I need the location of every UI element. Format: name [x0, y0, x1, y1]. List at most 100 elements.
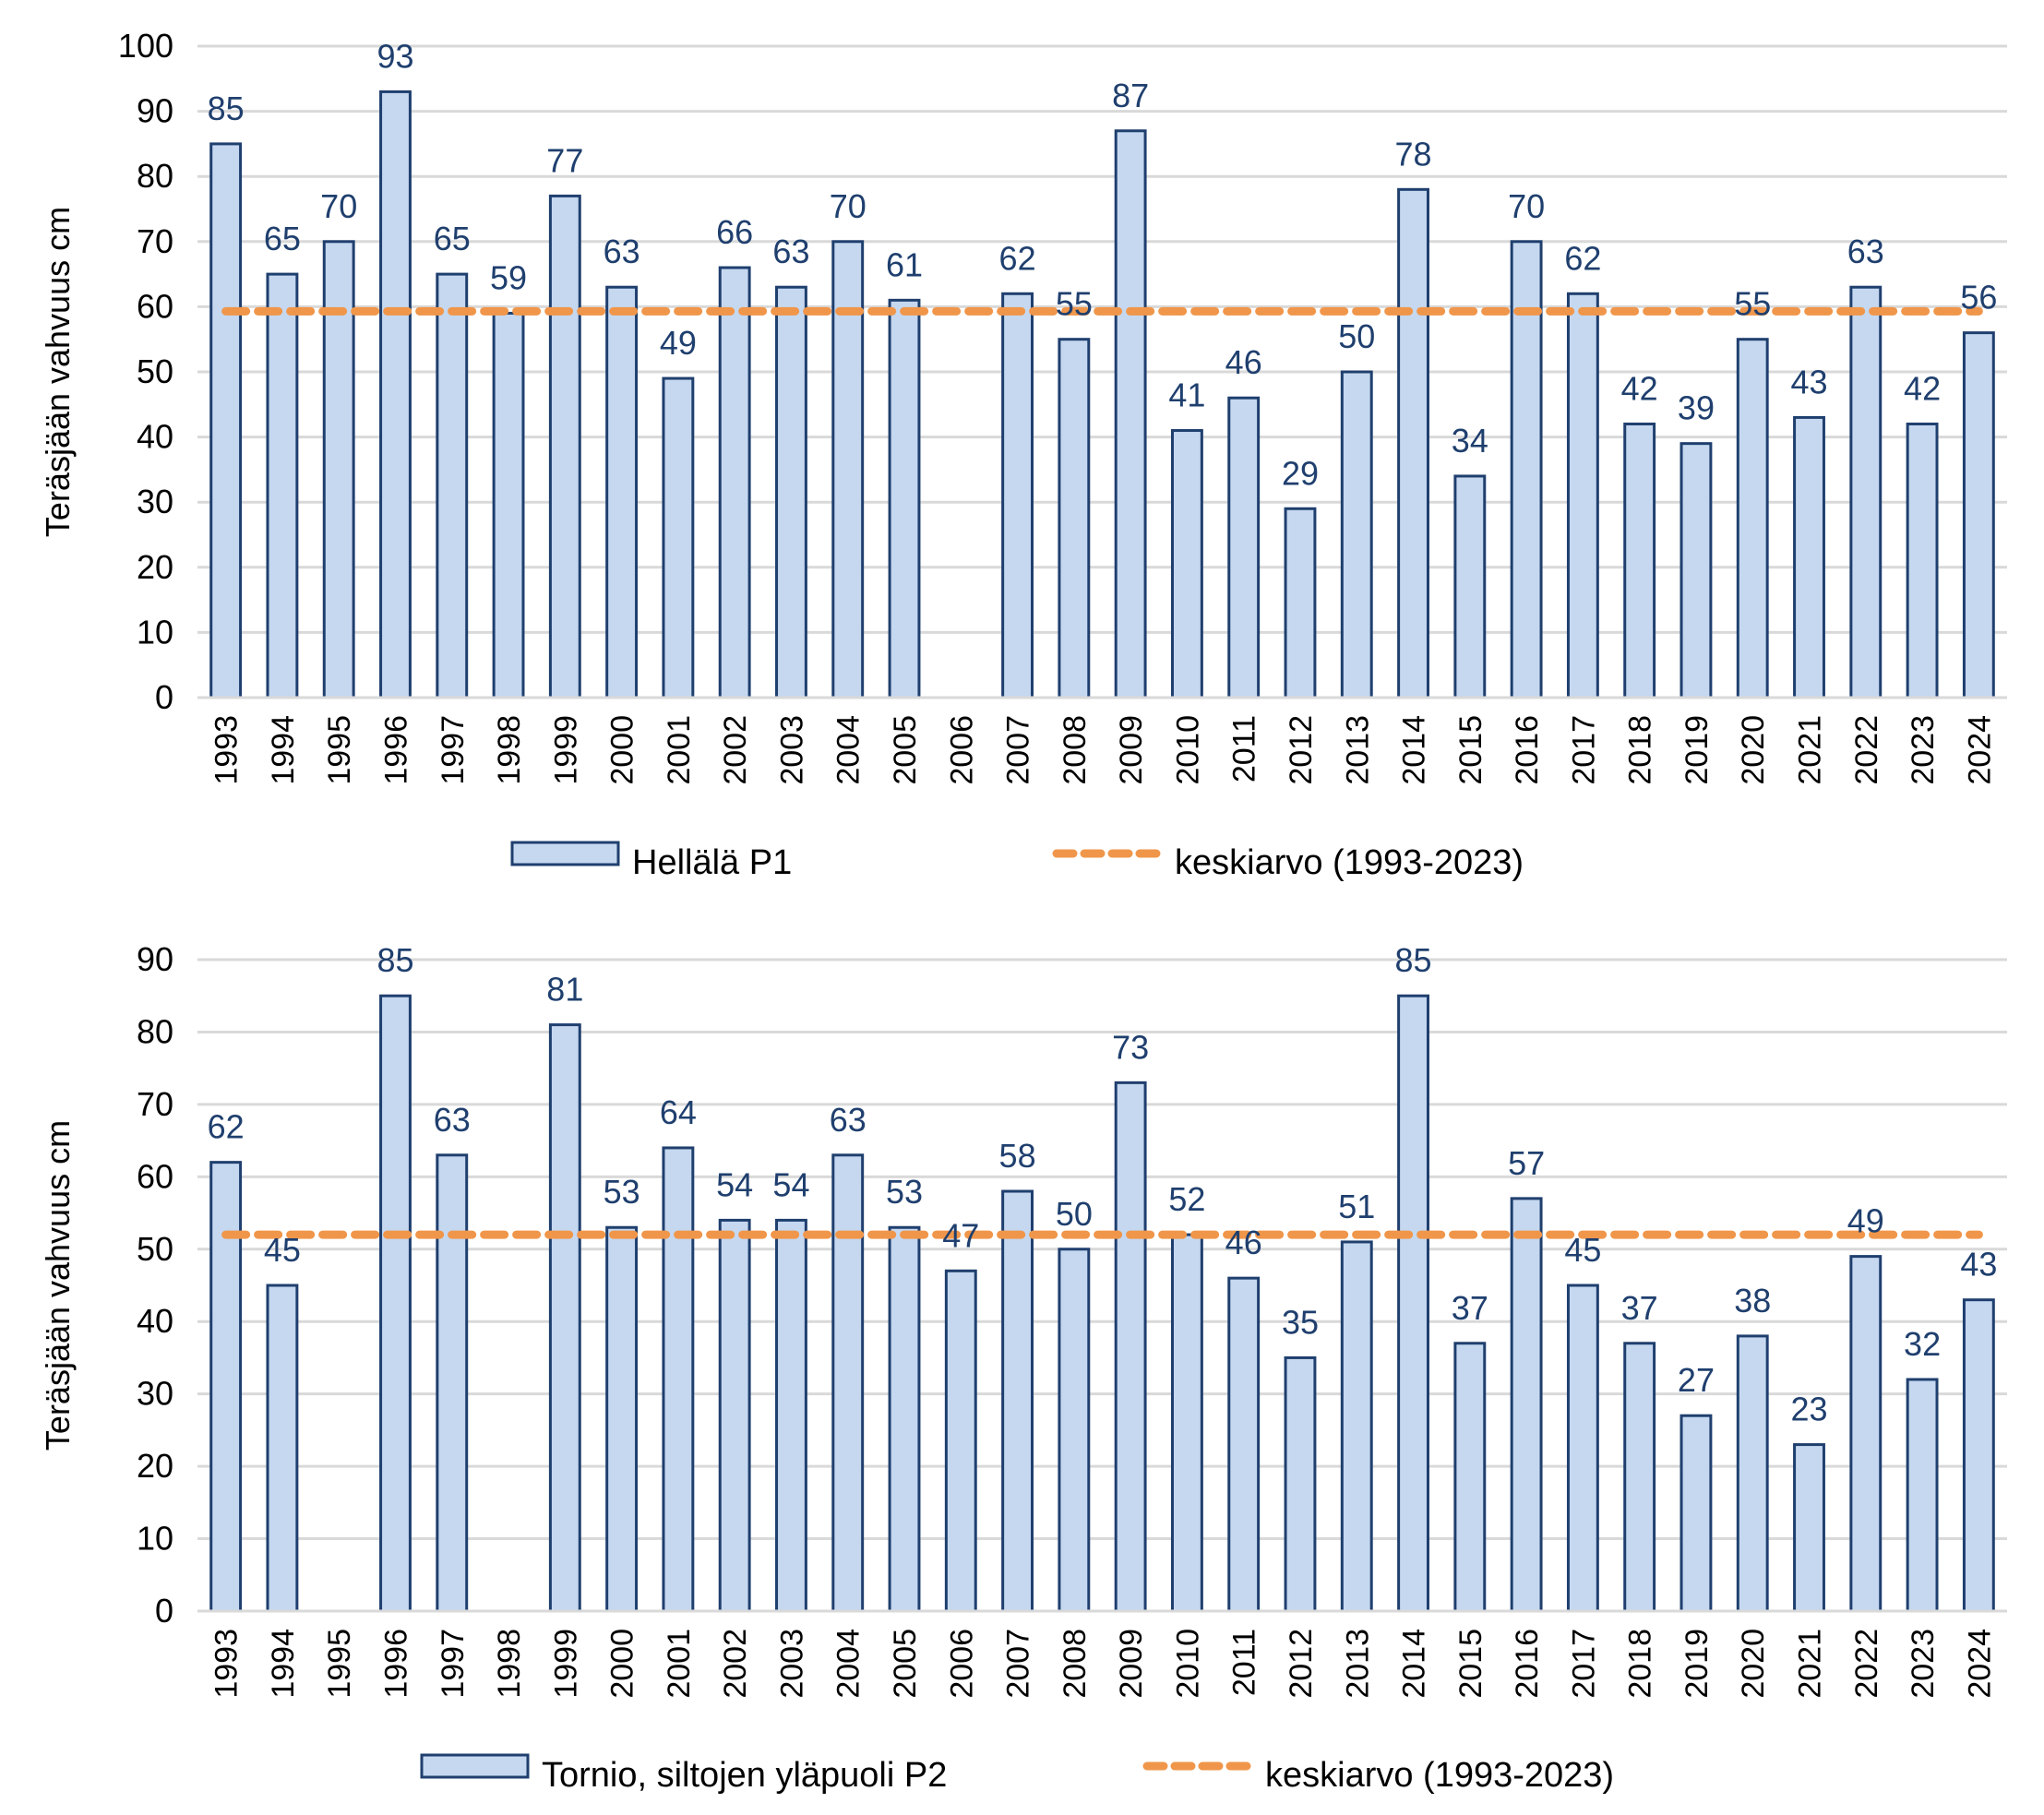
x-tick-label: 1996 — [378, 1629, 413, 1699]
bar — [209, 142, 243, 699]
data-label: 85 — [1395, 941, 1432, 979]
bar — [1227, 1276, 1261, 1613]
x-tick-label: 2008 — [1058, 1629, 1093, 1699]
bar — [1397, 187, 1429, 699]
y-tick-label: 80 — [137, 157, 173, 195]
y-tick-label: 0 — [155, 678, 173, 716]
data-label: 49 — [1847, 1202, 1884, 1240]
x-tick-label: 2012 — [1284, 1629, 1319, 1699]
data-label: 53 — [886, 1173, 923, 1211]
x-tick-label: 2016 — [1510, 1629, 1545, 1699]
x-tick-label: 1998 — [492, 1629, 527, 1699]
bar — [1114, 1081, 1147, 1613]
data-label: 62 — [208, 1108, 245, 1146]
x-tick-label: 2003 — [774, 1629, 809, 1699]
data-label: 34 — [1452, 422, 1488, 460]
x-tick-label: 2022 — [1849, 715, 1884, 785]
x-tick-label: 2011 — [1227, 715, 1262, 782]
x-tick-label: 1995 — [322, 1629, 357, 1699]
x-tick-label: 1998 — [492, 715, 527, 785]
y-tick-label: 100 — [118, 27, 173, 65]
x-tick-label: 2013 — [1340, 715, 1375, 785]
x-tick-label: 2023 — [1906, 715, 1941, 785]
x-tick-label: 2006 — [944, 1629, 979, 1699]
x-tick-label: 2007 — [1001, 715, 1036, 785]
x-tick-label: 2005 — [888, 715, 923, 785]
x-tick-label: 2018 — [1623, 1629, 1658, 1699]
x-tick-label: 2018 — [1623, 715, 1658, 785]
x-tick-label: 2021 — [1793, 1629, 1828, 1699]
data-label: 77 — [546, 141, 583, 179]
data-label: 38 — [1734, 1282, 1771, 1319]
x-tick-label: 2014 — [1397, 715, 1432, 785]
data-label: 62 — [999, 239, 1036, 277]
data-label: 70 — [1508, 187, 1545, 225]
x-tick-label: 2010 — [1170, 715, 1205, 785]
x-tick-label: 2003 — [774, 715, 809, 785]
chart-hellala-p1: 0 10 20 30 40 50 60 70 80 90 100 Teräsjään vahvuus … — [39, 27, 2007, 882]
bar — [1849, 285, 1883, 699]
data-label: 46 — [1225, 1224, 1262, 1261]
bar — [605, 285, 639, 699]
bar — [831, 240, 865, 699]
data-label: 53 — [604, 1173, 640, 1211]
x-tick-label: 2005 — [888, 1629, 923, 1699]
x-tick-label: 2004 — [831, 1629, 867, 1699]
x-tick-label: 1993 — [209, 715, 245, 785]
bar — [379, 90, 412, 699]
y-tick-label: 30 — [137, 1375, 173, 1413]
data-label: 61 — [886, 245, 923, 283]
x-tick-label: 1997 — [436, 715, 471, 785]
bar — [1906, 1378, 1939, 1613]
x-tick-label: 1996 — [378, 715, 413, 785]
x-tick-label: 2008 — [1058, 715, 1093, 785]
data-label: 46 — [1225, 343, 1262, 381]
bar — [266, 1284, 299, 1613]
y-tick-label: 60 — [137, 287, 173, 325]
bar — [1001, 1189, 1034, 1613]
legend-line-label: keskiarvo (1993-2023) — [1265, 1756, 1614, 1795]
y-tick-label: 60 — [137, 1157, 173, 1195]
x-tick-label: 2015 — [1453, 1629, 1488, 1699]
data-label: 63 — [1847, 233, 1884, 270]
bar — [831, 1153, 865, 1613]
bar — [1962, 1298, 1995, 1613]
x-tick-label: 1994 — [266, 715, 301, 785]
x-tick-label: 2017 — [1566, 1629, 1601, 1699]
y-tick-label: 20 — [137, 548, 173, 586]
x-tick-label: 2001 — [662, 715, 697, 785]
y-tick-label: 20 — [137, 1447, 173, 1485]
data-label: 23 — [1790, 1391, 1827, 1428]
data-label: 42 — [1904, 369, 1941, 407]
y-tick-label: 90 — [137, 92, 173, 130]
bar — [1397, 994, 1429, 1613]
bar — [718, 266, 751, 699]
bar — [718, 1218, 751, 1613]
legend-bar-label: Tornio, siltojen yläpuoli P2 — [542, 1756, 947, 1795]
legend: Tornio, siltojen yläpuoli P2 keskiarvo (1… — [420, 1753, 1614, 1795]
x-tick-label: 2010 — [1170, 1629, 1205, 1699]
bar — [548, 1023, 581, 1613]
bar — [379, 994, 412, 1613]
data-label: 73 — [1112, 1028, 1149, 1066]
bar — [775, 285, 807, 699]
bar — [1170, 1233, 1203, 1613]
bar — [1679, 1414, 1713, 1613]
data-label: 41 — [1168, 376, 1205, 414]
chart-tornio-p2: 0 10 20 30 40 50 60 70 80 90 Teräsjään vahvuus cm 6… — [39, 940, 2007, 1795]
y-axis-title: Teräsjään vahvuus cm — [39, 1120, 77, 1451]
legend-line-label: keskiarvo (1993-2023) — [1175, 843, 1524, 882]
x-tick-label: 1995 — [322, 715, 357, 785]
data-label: 93 — [377, 37, 413, 75]
data-label: 70 — [830, 187, 867, 225]
data-label: 66 — [716, 213, 753, 251]
y-tick-label: 70 — [137, 1085, 173, 1123]
data-label: 54 — [772, 1165, 809, 1203]
legend-bar-swatch — [420, 1753, 530, 1779]
x-tick-label: 2004 — [831, 715, 867, 785]
bar — [944, 1269, 977, 1613]
data-label: 59 — [490, 258, 527, 296]
x-tick-label: 2002 — [718, 715, 753, 785]
x-tick-label: 1994 — [266, 1629, 301, 1699]
bar — [662, 376, 695, 699]
